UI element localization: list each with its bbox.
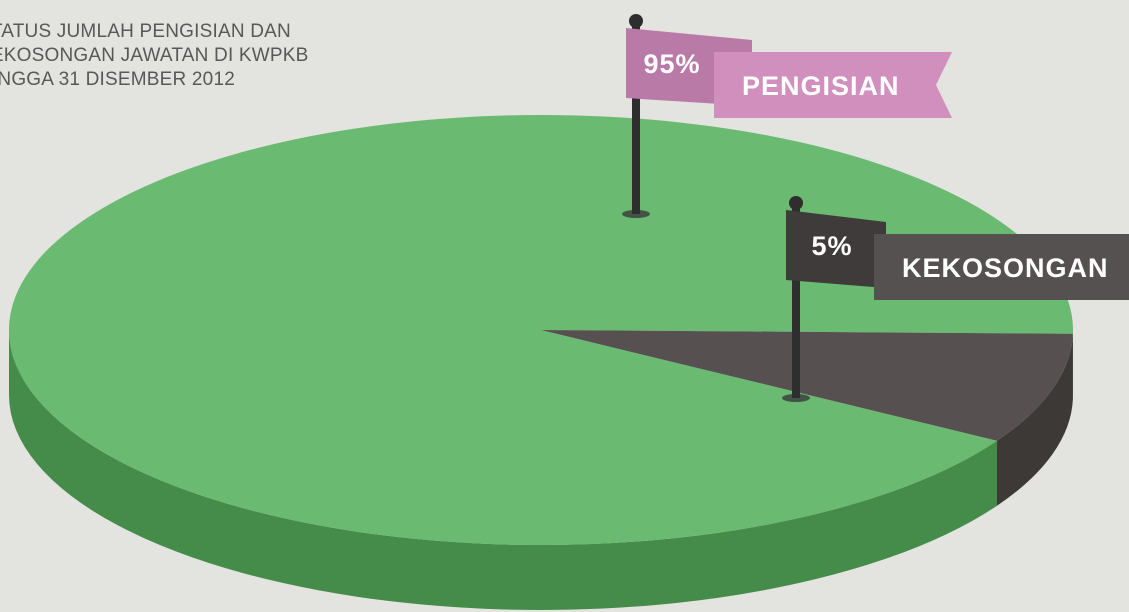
flag-ribbon [874, 234, 1129, 300]
flag-pole [792, 206, 800, 398]
chart-title: STATUS JUMLAH PENGISIAN DAN KEKOSONGAN J… [0, 20, 338, 92]
pie-side-walls [9, 330, 1073, 611]
flag-pole-knob [629, 14, 643, 28]
flag-pole [632, 24, 640, 214]
pie-side-kekosongan [997, 333, 1073, 506]
pie-top-surface [8, 115, 1074, 546]
chart-title-line-1: STATUS JUMLAH PENGISIAN DAN [0, 21, 291, 42]
slice-flags: 95% PENGISIAN 5% KEKOSONGAN [622, 14, 1129, 402]
slice-name-label: PENGISIAN [742, 71, 900, 101]
flag-banner [786, 210, 886, 288]
slice-value-label: 95% [643, 49, 700, 79]
chart-title-line-2: KEKOSONGAN JAWATAN DI KWPKB [0, 45, 309, 66]
pie-slice-kekosongan [541, 330, 1073, 441]
pie-side-pengisian [9, 330, 998, 611]
slice-name-label: KEKOSONGAN [902, 253, 1109, 283]
flag-pole-knob [789, 196, 803, 210]
flag-pengisian: 95% PENGISIAN [622, 14, 952, 218]
flag-kekosongan: 5% KEKOSONGAN [782, 196, 1129, 402]
slice-value-label: 5% [811, 231, 852, 261]
chart-title-line-3: HINGGA 31 DISEMBER 2012 [0, 69, 235, 90]
pie-slice-pengisian [8, 115, 1074, 546]
flag-ribbon [714, 52, 952, 118]
